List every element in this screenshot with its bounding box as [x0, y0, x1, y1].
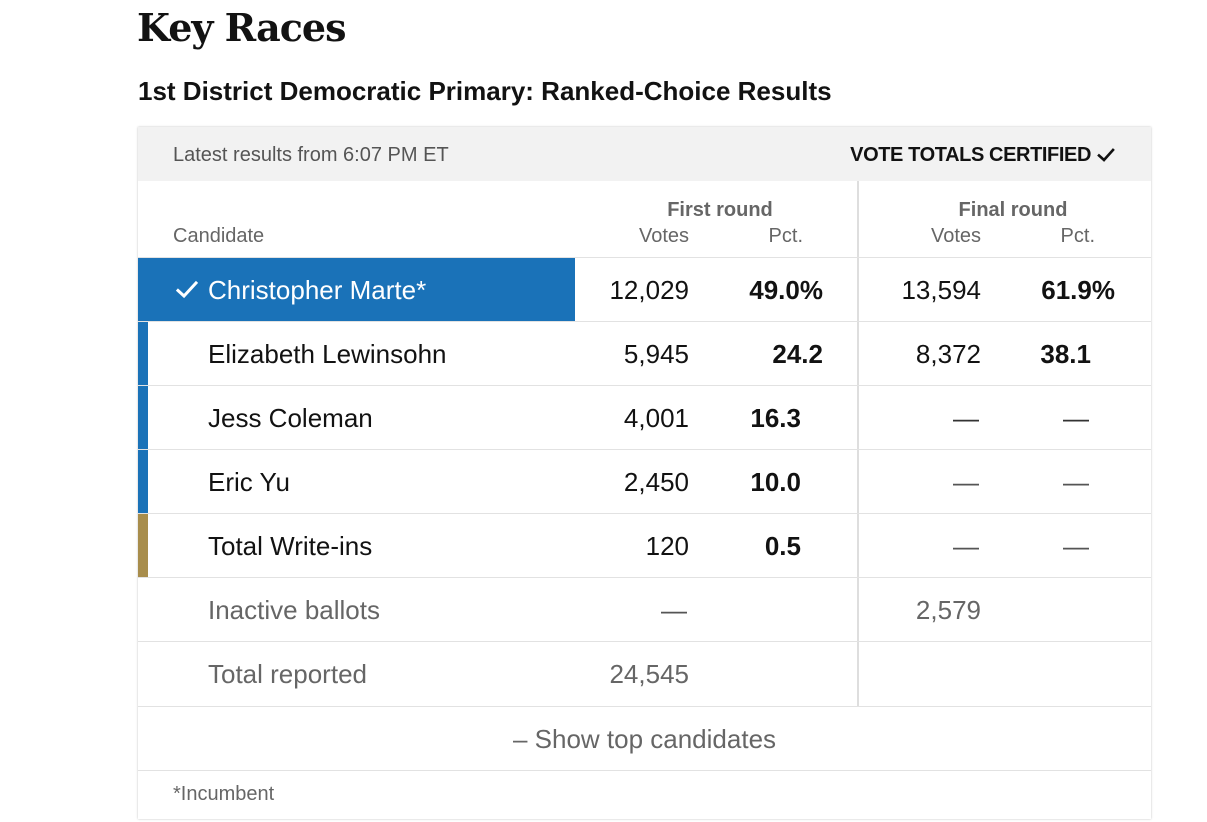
incumbent-footnote: *Incumbent: [173, 783, 275, 805]
final-round-votes: —: [953, 403, 979, 433]
inactive-first-votes: —: [661, 595, 687, 625]
divider: [138, 513, 1151, 514]
final-round-pct: 38.1: [1040, 339, 1091, 369]
header-first-votes: Votes: [638, 225, 689, 247]
certified-label: VOTE TOTALS CERTIFIED: [850, 144, 1091, 166]
table-row: Jess Coleman 4,001 16.3 — —: [138, 386, 1151, 450]
first-round-votes: 4,001: [623, 403, 689, 433]
round-divider: [857, 181, 859, 707]
divider: [138, 577, 1151, 578]
first-round-pct: 0.5: [764, 531, 801, 561]
final-round-votes: —: [953, 467, 979, 497]
table-row: Christopher Marte* 12,029 49.0% 13,594 6…: [138, 258, 1151, 322]
first-round-pct: 24.2: [772, 339, 823, 369]
candidate-name: Elizabeth Lewinsohn: [208, 339, 447, 369]
results-table-card: Latest results from 6:07 PM ET VOTE TOTA…: [138, 127, 1151, 819]
header-first-round: First round: [667, 199, 773, 221]
first-round-votes: 12,029: [609, 275, 689, 305]
divider: [138, 641, 1151, 642]
final-round-votes: 8,372: [915, 339, 981, 369]
first-round-votes: 2,450: [623, 467, 689, 497]
divider: [138, 257, 1151, 258]
first-round-pct: 49.0%: [749, 275, 823, 305]
header-first-pct: Pct.: [768, 225, 803, 247]
first-round-pct: 16.3: [750, 403, 801, 433]
final-round-pct: —: [1063, 403, 1089, 433]
candidate-name: Total Write-ins: [208, 531, 373, 561]
final-round-votes: —: [953, 531, 979, 561]
table-row: Total Write-ins 120 0.5 — —: [138, 514, 1151, 578]
final-round-votes: 13,594: [901, 275, 981, 305]
inactive-final-votes: 2,579: [915, 595, 981, 625]
check-icon: [1097, 148, 1115, 162]
show-top-candidates-button[interactable]: – Show top candidates: [512, 724, 777, 754]
first-round-votes: 5,945: [623, 339, 689, 369]
check-icon: [176, 280, 198, 299]
race-title: 1st District Democratic Primary: Ranked-…: [138, 76, 832, 106]
first-round-pct: 10.0: [750, 467, 801, 497]
party-color-bar: [138, 386, 148, 450]
final-round-pct: 61.9%: [1041, 275, 1115, 305]
divider: [138, 385, 1151, 386]
winner-highlight: [138, 258, 575, 322]
divider: [138, 449, 1151, 450]
certified-status: VOTE TOTALS CERTIFIED: [850, 143, 1115, 167]
candidate-name: Jess Coleman: [208, 403, 373, 433]
header-final-pct: Pct.: [1060, 225, 1095, 247]
table-row: Eric Yu 2,450 10.0 — —: [138, 450, 1151, 514]
header-candidate: Candidate: [173, 225, 265, 247]
candidate-name: Christopher Marte*: [208, 275, 427, 305]
total-reported-label: Total reported: [208, 659, 367, 689]
total-first-votes: 24,545: [609, 659, 689, 689]
candidate-name: Eric Yu: [208, 467, 290, 497]
divider: [138, 706, 1151, 707]
divider: [138, 770, 1151, 771]
final-round-pct: —: [1063, 531, 1089, 561]
results-meta-bar: Latest results from 6:07 PM ET VOTE TOTA…: [138, 127, 1151, 181]
page-title: Key Races: [137, 5, 346, 50]
final-round-pct: —: [1063, 467, 1089, 497]
inactive-ballots-label: Inactive ballots: [208, 595, 380, 625]
inactive-ballots-row: Inactive ballots — 2,579: [138, 578, 1151, 642]
first-round-votes: 120: [645, 531, 689, 561]
divider: [138, 321, 1151, 322]
party-color-bar: [138, 514, 148, 578]
header-final-round: Final round: [958, 199, 1068, 221]
total-reported-row: Total reported 24,545: [138, 642, 1151, 706]
header-final-votes: Votes: [930, 225, 981, 247]
party-color-bar: [138, 322, 148, 386]
party-color-bar: [138, 450, 148, 514]
table-row: Elizabeth Lewinsohn 5,945 24.2 8,372 38.…: [138, 322, 1151, 386]
last-updated-text: Latest results from 6:07 PM ET: [173, 144, 449, 166]
